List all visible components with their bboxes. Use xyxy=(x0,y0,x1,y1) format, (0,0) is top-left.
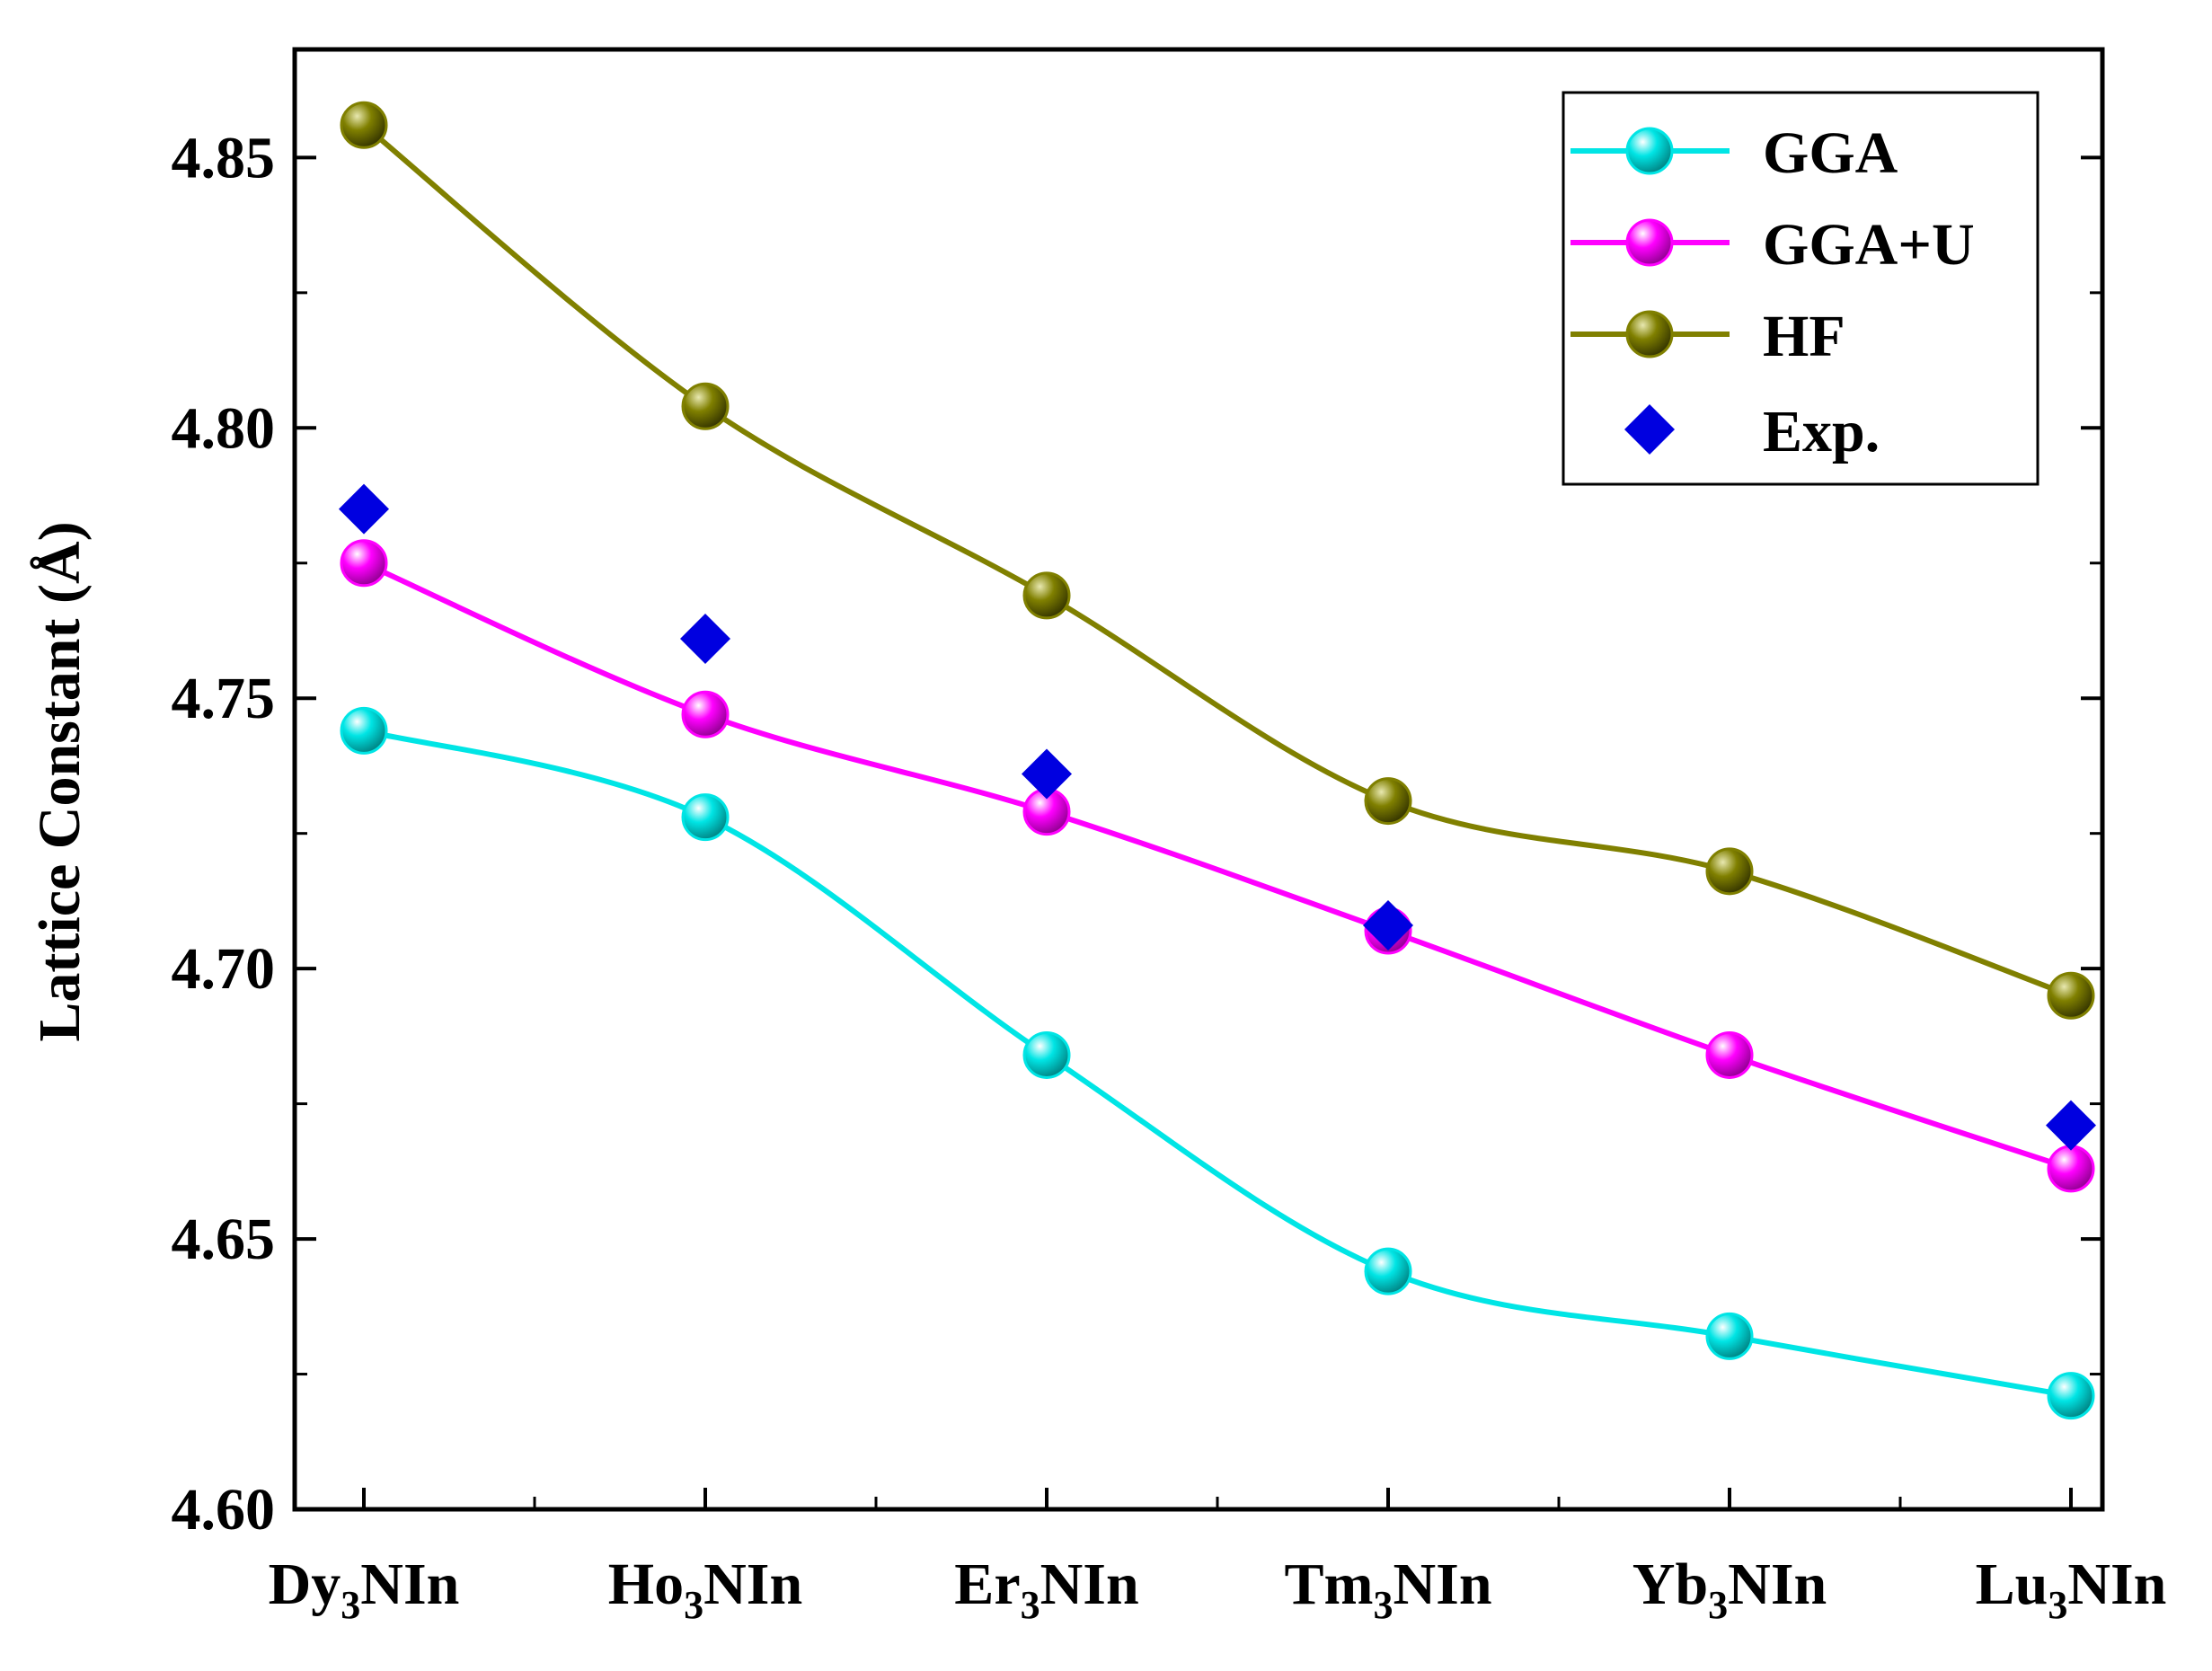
series-line-gga-u xyxy=(362,561,2072,1171)
point-exp xyxy=(1363,900,1413,950)
y-tick-label: 4.65 xyxy=(172,1207,276,1272)
series-markers xyxy=(339,101,2096,1420)
y-tick-label: 4.85 xyxy=(172,125,276,190)
point-gga xyxy=(1022,1030,1071,1079)
tick-layer: 4.60 4.65 4.70 4.75 4.80 4.85 Dy3NIn Ho3NIn Er3N… xyxy=(172,125,2167,1627)
x-tick-label: Dy3NIn xyxy=(269,1552,460,1627)
point-gga-u xyxy=(681,690,730,738)
legend-label: HF xyxy=(1763,304,1845,369)
point-gga-u xyxy=(2047,1145,2095,1193)
legend-label: GGA xyxy=(1763,120,1898,186)
point-exp xyxy=(2046,1100,2096,1151)
legend-item-gga: GGA xyxy=(1571,120,1898,186)
point-gga xyxy=(1364,1247,1412,1295)
plot-frame xyxy=(292,47,2105,1512)
y-tick-label: 4.60 xyxy=(172,1477,276,1543)
point-hf xyxy=(1705,847,1754,896)
point-hf xyxy=(1364,777,1412,826)
x-tick-label: Er3NIn xyxy=(954,1552,1138,1627)
legend-marker xyxy=(1624,404,1675,455)
x-tick-label: Yb3NIn xyxy=(1632,1552,1827,1627)
y-tick-label: 4.75 xyxy=(172,666,276,731)
point-gga-u xyxy=(340,539,388,588)
legend-marker xyxy=(1625,310,1674,358)
point-gga xyxy=(681,793,730,842)
legend-label: GGA+U xyxy=(1763,212,1975,278)
point-gga xyxy=(2047,1372,2095,1420)
legend-item-hf: HF xyxy=(1571,304,1845,369)
y-tick-label: 4.70 xyxy=(172,936,276,1002)
x-tick-label: Tm3NIn xyxy=(1284,1552,1491,1627)
point-gga xyxy=(1705,1312,1754,1360)
legend-item-gga-u: GGA+U xyxy=(1571,212,1975,278)
legend-marker xyxy=(1625,127,1674,175)
series-lines xyxy=(362,122,2073,1399)
x-tick-label: Ho3NIn xyxy=(608,1552,802,1627)
legend: GGA GGA+U HF Exp. xyxy=(1562,91,2039,486)
x-tick-label: Lu3NIn xyxy=(1976,1552,2167,1627)
point-exp xyxy=(1022,748,1072,800)
legend-item-exp: Exp. xyxy=(1624,399,1880,464)
legend-label: Exp. xyxy=(1763,399,1880,464)
point-exp xyxy=(680,614,730,665)
point-gga-u xyxy=(1705,1030,1754,1079)
point-hf xyxy=(2047,971,2095,1020)
y-tick-label: 4.80 xyxy=(172,395,276,461)
legend-marker xyxy=(1625,218,1674,267)
series-line-hf xyxy=(362,122,2073,999)
point-exp xyxy=(339,483,389,535)
point-hf xyxy=(340,101,388,149)
y-axis-title: Lattice Constant (Å) xyxy=(27,521,93,1041)
point-gga xyxy=(340,706,388,755)
series-line-gga xyxy=(363,728,2072,1399)
point-hf xyxy=(681,382,730,430)
point-hf xyxy=(1022,571,1071,620)
